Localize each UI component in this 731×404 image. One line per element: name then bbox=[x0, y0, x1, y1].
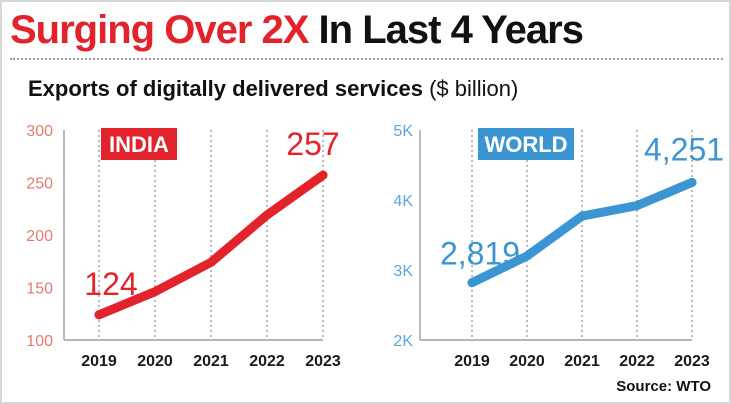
y-tick-label: 4K bbox=[393, 193, 413, 210]
data-point bbox=[206, 257, 216, 267]
y-tick-label: 5K bbox=[393, 123, 413, 140]
y-tick-label: 200 bbox=[26, 228, 53, 245]
headline-rest: In Last 4 Years bbox=[318, 8, 584, 52]
data-label: 4,251 bbox=[644, 131, 724, 167]
y-tick-label: 300 bbox=[26, 123, 53, 140]
y-tick-label: 150 bbox=[26, 281, 53, 298]
data-label: 2,819 bbox=[440, 236, 520, 272]
y-tick-label: 100 bbox=[26, 333, 53, 350]
y-tick-label: 2K bbox=[393, 333, 413, 350]
headline-highlight: Surging Over 2X bbox=[10, 8, 309, 52]
subtitle-unit: ($ billion) bbox=[429, 76, 519, 101]
india-chart: 100 150 200 250 300 2019 2020 2021 2022 2023 INDIA… bbox=[26, 123, 341, 370]
data-point bbox=[150, 287, 160, 297]
data-label: 257 bbox=[286, 126, 339, 162]
data-point bbox=[318, 170, 328, 180]
badge-background bbox=[101, 128, 177, 160]
data-point bbox=[467, 278, 477, 288]
data-label: 124 bbox=[84, 266, 137, 302]
x-tick-label: 2022 bbox=[249, 353, 285, 370]
y-tick-label: 250 bbox=[26, 176, 53, 193]
x-tick-label: 2019 bbox=[81, 353, 117, 370]
badge-background bbox=[478, 128, 574, 160]
chart-subtitle: Exports of digitally delivered services … bbox=[28, 76, 518, 102]
data-point bbox=[94, 310, 104, 320]
x-tick-label: 2020 bbox=[137, 353, 173, 370]
data-point bbox=[522, 251, 532, 261]
badge-label: WORLD bbox=[484, 132, 567, 157]
x-tick-label: 2019 bbox=[454, 353, 490, 370]
x-tick-label: 2023 bbox=[674, 353, 710, 370]
badge-label: INDIA bbox=[109, 132, 169, 157]
x-tick-label: 2021 bbox=[193, 353, 229, 370]
subtitle-main: Exports of digitally delivered services bbox=[28, 76, 423, 101]
data-point bbox=[687, 177, 697, 187]
x-tick-label: 2021 bbox=[564, 353, 600, 370]
source-note: Source: WTO bbox=[616, 378, 711, 395]
world-chart: 2K 3K 4K 5K 2019 2020 2021 2022 2023 WORLD 2,819 4,… bbox=[393, 123, 724, 370]
x-tick-label: 2020 bbox=[509, 353, 545, 370]
data-point bbox=[262, 210, 272, 220]
divider-rule bbox=[10, 58, 723, 60]
x-tick-label: 2022 bbox=[619, 353, 655, 370]
headline: Surging Over 2X In Last 4 Years bbox=[10, 6, 584, 54]
y-tick-label: 3K bbox=[393, 263, 413, 280]
data-point bbox=[632, 201, 642, 211]
data-point bbox=[577, 211, 587, 221]
x-tick-label: 2023 bbox=[305, 353, 341, 370]
